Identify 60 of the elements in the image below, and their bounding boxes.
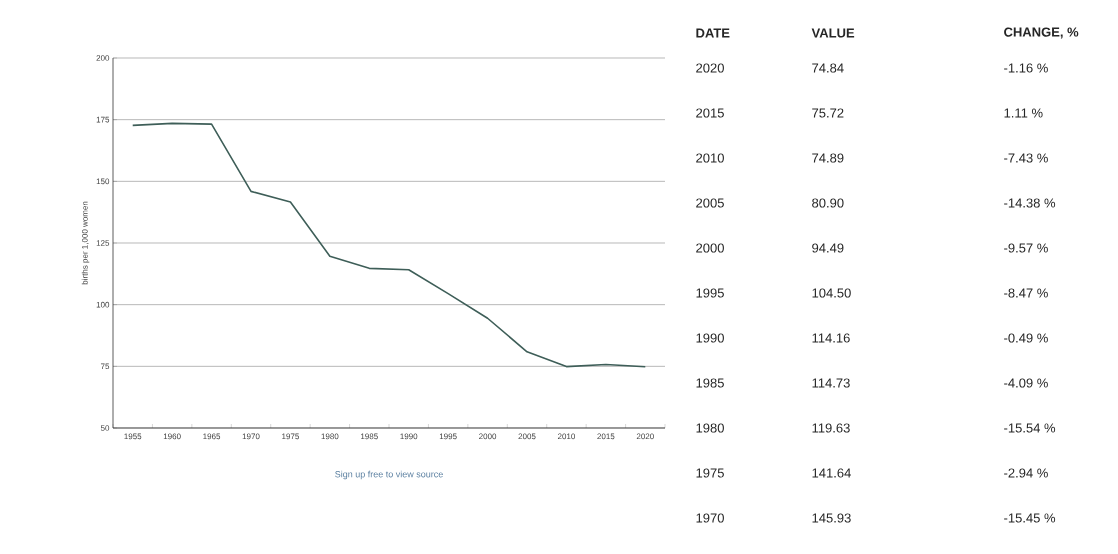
line-series	[131, 122, 647, 368]
y-tick-label: 50	[100, 425, 110, 431]
text: -7.43 %	[1004, 153, 1048, 163]
y-tick-label: 175	[96, 116, 110, 123]
text: VALUE	[811, 28, 855, 38]
x-tick-label: 1980	[321, 433, 339, 440]
y-tick-label: 100	[96, 301, 110, 308]
text: 119.63	[812, 423, 850, 433]
text: -2.94 %	[1004, 468, 1048, 478]
text: 94.49	[812, 243, 844, 253]
x-tick-label: 1990	[400, 433, 418, 440]
x-tick-label: 1955	[124, 433, 142, 440]
x-tick-label: 1995	[439, 433, 457, 440]
text: 141.64	[812, 468, 851, 478]
category-label: 1970	[696, 513, 724, 523]
category-label: 2015	[696, 108, 724, 118]
y-axis-title: births per 1,000 women	[81, 201, 90, 285]
category-label: 2000	[696, 243, 724, 253]
x-tick-label: 2020	[636, 433, 654, 440]
y-tick-label: 150	[96, 178, 110, 185]
text: -9.57 %	[1004, 243, 1048, 253]
x-tick-label: 2010	[557, 433, 576, 440]
category-label: 2010	[696, 153, 724, 163]
text: -1.16 %	[1004, 63, 1048, 73]
text: 114.73	[812, 378, 850, 388]
category-label: 1995	[696, 288, 724, 298]
text: DATE	[696, 28, 730, 38]
x-tick-label: 1975	[282, 433, 299, 440]
text: 74.84	[812, 63, 844, 73]
x-tick-label: 2000	[479, 433, 497, 440]
category-label: 1975	[696, 468, 724, 478]
text: 75.72	[812, 108, 844, 118]
category-label: 1985	[696, 378, 724, 388]
x-tick-label: 1970	[242, 433, 260, 440]
text: Sign up free to view source	[335, 470, 443, 480]
text: -4.09 %	[1004, 378, 1048, 388]
text: 114.16	[812, 333, 850, 343]
x-tick-label: 1985	[361, 433, 378, 440]
y-tick-label: 125	[96, 240, 110, 246]
text: 1.11 %	[1004, 108, 1043, 118]
text: CHANGE, %	[1004, 27, 1079, 39]
y-tick-label: 200	[96, 55, 110, 61]
text: -15.45 %	[1004, 513, 1056, 523]
text: 74.89	[812, 153, 844, 163]
x-tick-label: 1965	[203, 433, 221, 440]
text: -8.47 %	[1004, 288, 1048, 298]
category-label: 1980	[696, 423, 724, 433]
category-label: 2020	[696, 63, 724, 73]
text: 80.90	[812, 198, 844, 208]
text: 145.93	[812, 513, 851, 523]
text: -15.54 %	[1004, 423, 1056, 433]
x-tick-label: 2015	[597, 433, 615, 440]
y-tick-label: 75	[100, 363, 110, 370]
text: -0.49 %	[1004, 333, 1048, 343]
category-label: 2005	[696, 198, 724, 208]
text: -14.38 %	[1004, 198, 1056, 208]
x-tick-label: 2005	[518, 433, 536, 440]
x-tick-label: 1960	[163, 433, 181, 440]
text: 104.50	[812, 288, 851, 298]
category-label: 1990	[696, 333, 724, 343]
